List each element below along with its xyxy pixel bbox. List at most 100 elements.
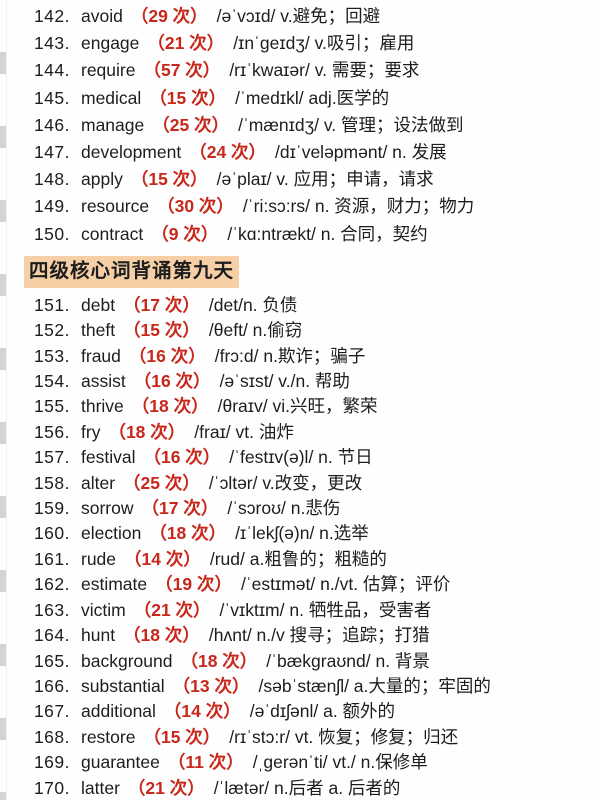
entry-frequency-count: （18 次） <box>108 421 186 442</box>
entry-number: 144. <box>33 60 70 81</box>
entry-number: 156. <box>33 421 70 442</box>
entry-phonetic-definition: /fraɪ/ vt. 油炸 <box>194 421 294 442</box>
entry-number: 157. <box>33 447 70 468</box>
entry-phonetic-definition: /ˈsɔroʊ/ n.悲伤 <box>227 498 341 519</box>
entry-frequency-count: （18 次） <box>149 523 227 544</box>
vocab-entry: 149. resource （30 次） /ˈri:sɔ:rs/ n. 资源，财力；物… <box>0 193 600 220</box>
entry-frequency-count: （14 次） <box>124 548 201 569</box>
entry-frequency-count: （21 次） <box>127 777 205 798</box>
entry-number: 169. <box>33 752 70 773</box>
vocab-entry: 158. alter （25 次） /ˈɔltər/ v.改变，更改 <box>0 471 600 496</box>
entry-number: 151. <box>33 294 70 315</box>
vocab-entry: 168. restore （15 次） /rɪˈstɔ:r/ vt. 恢复；修复；归还 <box>0 725 600 750</box>
section-header-row: 四级核心词背诵第九天 <box>24 255 600 288</box>
entry-phonetic-definition: /əˈplaɪ/ v. 应用；申请，请求 <box>216 169 434 190</box>
entry-word: background <box>81 650 173 671</box>
entry-number: 152. <box>33 320 70 341</box>
vocab-entry: 147. development （24 次） /dɪˈveləpmənt/ n. 发… <box>0 139 600 166</box>
entry-number: 170. <box>33 777 70 798</box>
entry-phonetic-definition: /əˈdɪʃənl/ a. 额外的 <box>249 701 396 722</box>
vocab-entry: 155. thrive （18 次） /θraɪv/ vi.兴旺，繁荣 <box>0 394 600 419</box>
vocab-entry: 146. manage （25 次） /ˈmænɪdʒ/ v. 管理；设法做到 <box>0 112 600 139</box>
entry-phonetic-definition: /ˌgerənˈti/ vt./ n.保修单 <box>252 752 428 773</box>
vocab-entry: 162. estimate （19 次） /ˈestɪmət/ n./vt. 估算；评… <box>0 572 600 597</box>
entry-word: debt <box>81 294 116 315</box>
entry-phonetic-definition: /rɪˈstɔ:r/ vt. 恢复；修复；归还 <box>229 726 459 747</box>
vocab-entry: 142. avoid （29 次） /əˈvɔɪd/ v.避免；回避 <box>0 3 600 30</box>
entry-number: 168. <box>33 726 70 747</box>
entry-word: thrive <box>81 396 124 417</box>
entry-word: medical <box>81 87 142 108</box>
entry-frequency-count: （30 次） <box>157 196 234 217</box>
vocab-entry: 165. background （18 次） /ˈbækgraʊnd/ n. 背景 <box>0 649 600 674</box>
entry-frequency-count: （14 次） <box>163 701 241 722</box>
vocab-entry: 145. medical （15 次） /ˈmedɪkl/ adj.医学的 <box>0 85 600 112</box>
entry-frequency-count: （18 次） <box>180 650 258 671</box>
entry-frequency-count: （15 次） <box>123 320 200 341</box>
entry-word: guarantee <box>81 752 160 773</box>
entry-phonetic-definition: /frɔ:d/ n.欺诈；骗子 <box>214 345 366 366</box>
entry-frequency-count: （16 次） <box>133 371 211 392</box>
entry-phonetic-definition: /dɪˈveləpmənt/ n. 发展 <box>275 142 447 163</box>
vocab-entry: 160. election （18 次） /ɪˈlekʃ(ə)n/ n.选举 <box>0 521 600 546</box>
entry-word: apply <box>81 169 123 190</box>
entry-phonetic-definition: /ˈmedɪkl/ adj.医学的 <box>235 87 390 108</box>
entry-number: 142. <box>33 6 70 26</box>
entry-word: resource <box>81 196 150 217</box>
entry-phonetic-definition: /ˈri:sɔ:rs/ n. 资源，财力；物力 <box>242 196 475 217</box>
entry-word: rude <box>81 548 117 569</box>
entry-phonetic-definition: /θraɪv/ vi.兴旺，繁荣 <box>217 396 378 417</box>
entry-word: alter <box>81 472 116 493</box>
entry-number: 146. <box>33 114 70 135</box>
entry-number: 162. <box>33 574 70 595</box>
vocab-entry: 150. contract （9 次） /ˈkɑ:ntrækt/ n. 合同，契约 <box>0 221 600 248</box>
entry-phonetic-definition: /ˈmænɪdʒ/ v. 管理；设法做到 <box>238 114 464 135</box>
vocab-entry: 148. apply （15 次） /əˈplaɪ/ v. 应用；申请，请求 <box>0 166 600 193</box>
entry-frequency-count: （19 次） <box>155 574 232 595</box>
entry-frequency-count: （57 次） <box>143 60 221 81</box>
entry-phonetic-definition: /əˈvɔɪd/ v.避免；回避 <box>216 6 381 26</box>
vocab-entry: 151. debt （17 次） /det/n. 负债 <box>0 293 600 318</box>
entry-word: sorrow <box>81 498 134 519</box>
entry-phonetic-definition: /ˈvɪktɪm/ n. 牺牲品，受害者 <box>219 599 432 620</box>
entry-frequency-count: （17 次） <box>141 498 219 519</box>
entry-phonetic-definition: /rɪˈkwaɪər/ v. 需要；要求 <box>229 60 420 81</box>
entry-frequency-count: （21 次） <box>147 33 225 54</box>
entry-number: 143. <box>33 33 70 54</box>
entry-phonetic-definition: /det/n. 负债 <box>208 294 298 315</box>
entry-number: 148. <box>33 169 70 190</box>
entry-word: victim <box>81 599 126 620</box>
entry-number: 147. <box>33 142 70 163</box>
entry-word: avoid <box>81 6 123 26</box>
entry-phonetic-definition: /ˈɔltər/ v.改变，更改 <box>208 472 363 493</box>
entry-number: 149. <box>33 196 70 217</box>
vocab-entry: 143. engage （21 次） /ɪnˈgeɪdʒ/ v.吸引；雇用 <box>0 30 600 57</box>
entry-number: 159. <box>33 498 70 519</box>
entry-frequency-count: （17 次） <box>123 294 200 315</box>
entry-frequency-count: （24 次） <box>189 142 267 163</box>
entry-phonetic-definition: /ˈestɪmət/ n./vt. 估算；评价 <box>240 574 451 595</box>
vocab-entry: 161. rude （14 次） /rud/ a.粗鲁的；粗糙的 <box>0 547 600 572</box>
entry-frequency-count: （18 次） <box>131 396 209 417</box>
entry-frequency-count: （16 次） <box>143 447 221 468</box>
vocab-entry: 169. guarantee （11 次） /ˌgerənˈti/ vt./ n.保修… <box>0 750 600 775</box>
entry-phonetic-definition: /səbˈstænʃl/ a.大量的；牢固的 <box>258 675 491 696</box>
entry-phonetic-definition: /θeft/ n.偷窃 <box>208 320 303 341</box>
entry-number: 161. <box>33 548 70 569</box>
entry-number: 164. <box>33 625 70 646</box>
entry-phonetic-definition: /rud/ a.粗鲁的；粗糙的 <box>209 548 387 569</box>
entry-frequency-count: （21 次） <box>133 599 211 620</box>
vocab-entry: 153. fraud （16 次） /frɔ:d/ n.欺诈；骗子 <box>0 344 600 369</box>
entry-frequency-count: （25 次） <box>152 114 230 135</box>
entry-word: election <box>81 523 142 544</box>
entry-frequency-count: （25 次） <box>123 472 200 493</box>
entry-word: estimate <box>81 574 148 595</box>
entry-frequency-count: （29 次） <box>130 6 208 26</box>
entry-number: 155. <box>33 396 70 417</box>
entry-frequency-count: （15 次） <box>149 87 227 108</box>
entry-number: 154. <box>33 371 70 392</box>
entry-phonetic-definition: /ɪnˈgeɪdʒ/ v.吸引；雇用 <box>233 33 415 54</box>
entry-number: 163. <box>33 599 70 620</box>
entry-phonetic-definition: /hʌnt/ n./v 搜寻；追踪；打猎 <box>208 625 430 646</box>
